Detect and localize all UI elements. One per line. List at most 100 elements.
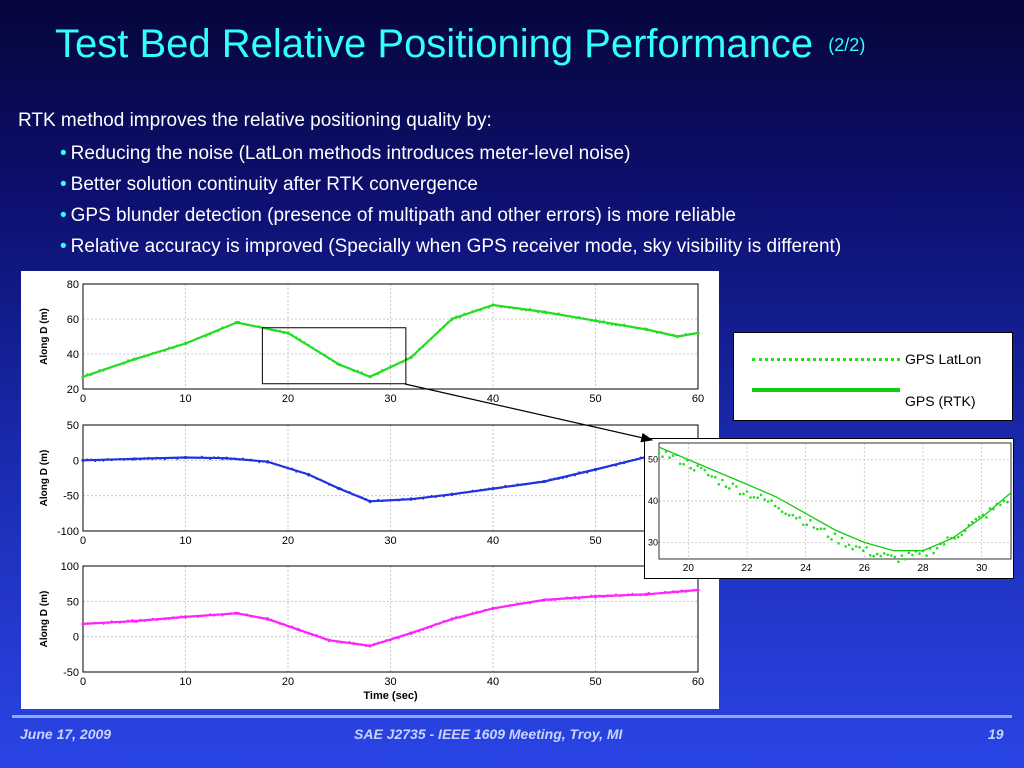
inset-latlon-point [745, 490, 749, 493]
data-point [680, 589, 683, 592]
inset-latlon-point [717, 483, 721, 486]
data-point [311, 346, 314, 349]
data-point [623, 323, 626, 326]
inset-latlon-point [918, 552, 921, 555]
data-point [639, 456, 642, 459]
data-point [561, 313, 564, 316]
y-tick-label: 0 [73, 632, 79, 644]
inset-latlon-point [802, 523, 805, 527]
legend-latlon-label: GPS LatLon [905, 351, 982, 367]
data-point [483, 488, 486, 491]
data-point [86, 458, 89, 461]
inset-latlon-point [791, 513, 795, 517]
data-point [295, 470, 298, 473]
data-point [332, 485, 335, 488]
data-point [598, 594, 601, 597]
data-point [442, 620, 445, 622]
data-point [188, 456, 191, 459]
data-point [684, 590, 687, 593]
data-point [176, 458, 179, 460]
x-tick-label: 20 [282, 676, 294, 688]
data-point [446, 493, 449, 496]
inset-latlon-point [911, 553, 914, 557]
data-point [213, 456, 216, 459]
data-point [159, 618, 162, 621]
data-point [188, 615, 191, 618]
data-point [246, 323, 248, 326]
inset-latlon-point [682, 462, 685, 466]
data-point [270, 618, 273, 621]
data-point [487, 306, 490, 309]
inset-latlon-point [837, 542, 840, 545]
data-point [192, 339, 195, 342]
data-point [508, 307, 511, 309]
data-point [303, 471, 306, 474]
x-axis-label: Time (sec) [363, 690, 418, 702]
inset-latlon-point [707, 473, 710, 477]
inset-latlon-point [974, 517, 978, 521]
data-point [159, 350, 162, 353]
data-point [168, 346, 171, 349]
data-point [692, 333, 695, 335]
data-point [110, 620, 113, 623]
data-point [479, 488, 482, 491]
data-point [172, 456, 175, 459]
slide-title-suffix: (2/2) [828, 35, 866, 55]
data-point [336, 640, 339, 643]
inset-x-tick-label: 26 [859, 563, 871, 574]
inset-latlon-point [752, 496, 756, 499]
data-point [131, 619, 134, 621]
data-point [524, 309, 527, 312]
x-tick-label: 40 [487, 393, 499, 405]
data-point [557, 598, 560, 601]
inset-latlon-point [935, 546, 939, 550]
inset-latlon-point [872, 554, 875, 558]
data-point [205, 335, 207, 338]
data-point [188, 340, 191, 343]
inset-rtk-line [658, 446, 1012, 552]
inset-latlon-point [696, 464, 699, 467]
data-marker [542, 310, 546, 314]
data-point [364, 374, 367, 377]
zoom-inset-chart: 20 22 24 26 28 30 30 40 50 [648, 442, 1012, 574]
data-point [401, 634, 404, 637]
data-point [590, 594, 593, 597]
data-marker [224, 456, 229, 460]
data-point [151, 617, 154, 620]
inset-latlon-point [731, 482, 735, 485]
data-point [483, 608, 486, 611]
data-point [381, 368, 384, 371]
data-point [90, 458, 93, 461]
inset-x-tick-label: 22 [741, 563, 753, 574]
data-point [516, 483, 519, 486]
data-point [512, 604, 515, 607]
data-point [389, 365, 392, 368]
data-point [619, 461, 622, 464]
data-point [553, 599, 556, 602]
inset-latlon-point [1006, 500, 1009, 504]
data-point [106, 622, 109, 625]
data-point [405, 498, 408, 501]
data-point [106, 458, 109, 460]
data-point [377, 498, 380, 501]
data-point [455, 492, 458, 495]
bullet-dot: • [60, 174, 67, 195]
inset-latlon-point [756, 496, 759, 499]
data-point [680, 335, 683, 337]
data-point [225, 612, 228, 615]
inset-latlon-point [728, 487, 731, 490]
data-point [434, 496, 437, 499]
bullet-dot: • [60, 143, 67, 164]
data-point [533, 600, 535, 603]
data-marker [593, 319, 598, 323]
data-point [110, 365, 113, 368]
inset-latlon-point [925, 554, 928, 557]
data-point [180, 456, 183, 459]
data-point [397, 637, 400, 639]
data-point [176, 344, 179, 347]
data-point [94, 371, 97, 374]
inset-latlon-point [847, 543, 851, 547]
legend-rtk-label: GPS (RTK) [905, 393, 976, 409]
data-point [446, 619, 449, 622]
data-point [291, 467, 294, 470]
